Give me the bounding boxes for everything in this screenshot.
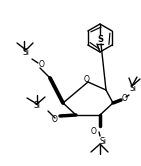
Text: O: O bbox=[84, 75, 90, 83]
Text: Si: Si bbox=[129, 83, 136, 92]
Text: Si: Si bbox=[100, 137, 106, 147]
Text: S: S bbox=[97, 35, 103, 43]
Text: Si: Si bbox=[23, 47, 29, 56]
Text: O: O bbox=[91, 126, 97, 135]
Text: O: O bbox=[52, 116, 58, 124]
Text: O: O bbox=[39, 59, 45, 69]
Text: Si: Si bbox=[34, 101, 40, 111]
Text: O: O bbox=[122, 93, 128, 102]
